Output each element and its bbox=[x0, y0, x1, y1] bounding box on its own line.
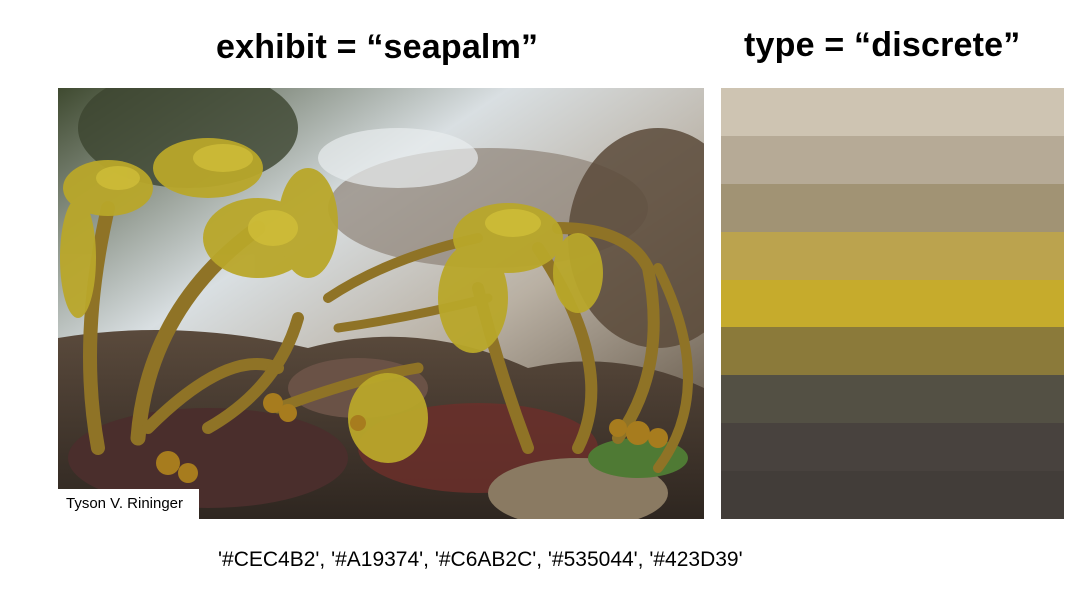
palette-swatch bbox=[721, 327, 1064, 376]
palette-swatch bbox=[721, 231, 1064, 280]
palette-swatch bbox=[721, 279, 1064, 328]
exhibit-title: exhibit = “seapalm” bbox=[216, 28, 539, 66]
photo-credit: Tyson V. Rininger bbox=[58, 489, 200, 519]
seapalm-photo: Tyson V. Rininger bbox=[58, 88, 704, 519]
palette-swatch bbox=[721, 375, 1064, 424]
color-palette bbox=[721, 88, 1064, 520]
palette-swatch bbox=[721, 471, 1064, 520]
seapalm-illustration bbox=[58, 88, 704, 519]
type-title: type = “discrete” bbox=[744, 26, 1021, 64]
palette-swatch bbox=[721, 135, 1064, 184]
color-codes: '#CEC4B2', '#A19374', '#C6AB2C', '#53504… bbox=[218, 548, 743, 571]
palette-swatch bbox=[721, 423, 1064, 472]
palette-swatch bbox=[721, 183, 1064, 232]
palette-swatch bbox=[721, 88, 1064, 136]
